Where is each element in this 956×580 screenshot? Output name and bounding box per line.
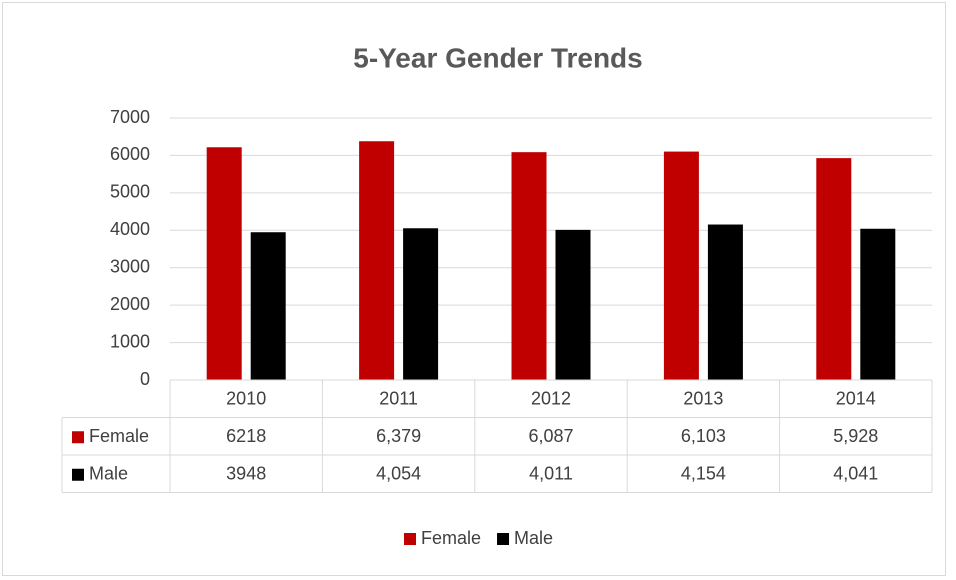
y-tick-label: 1000 — [110, 331, 150, 351]
bar — [250, 232, 286, 380]
data-label: 4,041 — [833, 464, 878, 484]
chart-title: 5-Year Gender Trends — [353, 42, 642, 73]
data-label: 4,154 — [681, 464, 726, 484]
data-label: 6,103 — [681, 426, 726, 446]
bar — [707, 224, 743, 380]
legend-key — [497, 533, 510, 545]
table-legend-key — [72, 431, 84, 444]
legend-label: Female — [421, 528, 481, 548]
x-tick-label: 2011 — [379, 389, 418, 409]
y-tick-label: 4000 — [110, 219, 150, 239]
bar — [206, 147, 242, 380]
data-label: 4,011 — [529, 464, 573, 484]
y-tick-label: 0 — [140, 369, 150, 389]
bar — [663, 151, 699, 380]
legend-key — [404, 533, 416, 545]
data-label: 6,379 — [376, 426, 421, 446]
bar — [403, 228, 439, 380]
bar — [816, 158, 852, 380]
bar — [860, 228, 896, 380]
table-row-label: Female — [89, 426, 149, 446]
bar — [555, 229, 591, 380]
y-tick-label: 6000 — [110, 144, 150, 164]
table-legend-key — [72, 468, 84, 481]
y-tick-label: 5000 — [110, 182, 150, 202]
data-label: 6218 — [226, 426, 266, 446]
data-label: 3948 — [226, 464, 266, 484]
y-tick-label: 3000 — [110, 256, 150, 276]
x-tick-label: 2014 — [836, 389, 876, 409]
data-label: 5,928 — [833, 426, 878, 446]
chart-border — [2, 2, 946, 576]
x-tick-label: 2013 — [683, 389, 723, 409]
bar — [511, 152, 547, 380]
x-tick-label: 2010 — [226, 389, 266, 409]
data-label: 4,054 — [376, 464, 421, 484]
y-tick-label: 2000 — [110, 294, 150, 314]
data-label: 6,087 — [528, 426, 573, 446]
x-tick-label: 2012 — [531, 389, 571, 409]
table-row-label: Male — [89, 464, 128, 484]
y-tick-label: 7000 — [110, 107, 150, 127]
bar — [359, 141, 395, 380]
legend-label: Male — [514, 528, 553, 548]
